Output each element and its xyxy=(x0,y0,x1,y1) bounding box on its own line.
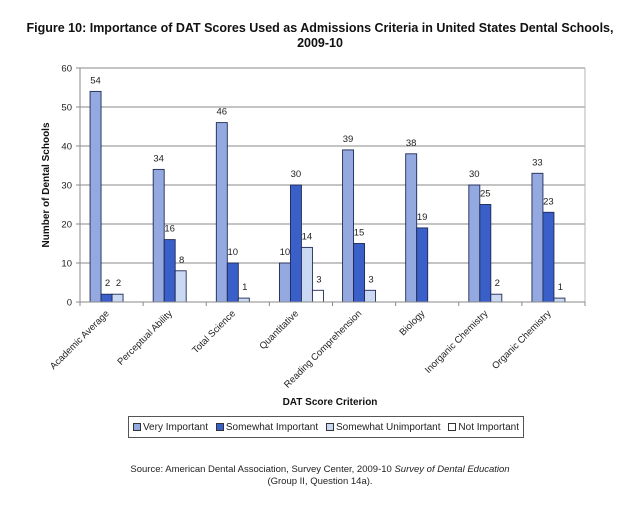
legend-label: Somewhat Important xyxy=(225,421,319,433)
legend-swatch xyxy=(448,423,457,431)
source-prefix: Source: American Dental Association, Sur… xyxy=(130,464,395,475)
bar-somewhat-unimportant xyxy=(364,289,377,303)
bar-somewhat-unimportant xyxy=(553,297,566,303)
bar-somewhat-unimportant xyxy=(300,246,313,303)
data-label: 23 xyxy=(543,196,554,207)
legend-swatch xyxy=(326,423,335,431)
legend-swatch xyxy=(132,423,141,431)
y-tick-label: 20 xyxy=(61,220,72,231)
bar-somewhat-unimportant xyxy=(490,293,503,303)
bar-somewhat-important xyxy=(226,262,239,303)
y-tick-label: 50 xyxy=(61,103,72,114)
legend-label: Somewhat Unimportant xyxy=(336,421,441,433)
data-label: 38 xyxy=(406,138,417,149)
legend-item: Somewhat Unimportant xyxy=(326,422,441,433)
legend-item: Very Important xyxy=(132,421,208,433)
chart-title-line-2: 2009-10 xyxy=(297,36,343,50)
data-label: 10 xyxy=(228,247,239,258)
x-tick-label: Perceptual Ability xyxy=(116,308,175,367)
data-label: 25 xyxy=(480,189,491,200)
data-label: 2 xyxy=(105,278,110,289)
legend-item: Not Important xyxy=(448,422,519,433)
y-axis-title: Number of Dental Schools xyxy=(41,122,52,247)
bar-somewhat-important xyxy=(353,243,366,303)
data-label: 3 xyxy=(316,274,321,285)
bar-somewhat-unimportant xyxy=(111,293,124,303)
data-label: 46 xyxy=(217,107,228,118)
bar-very-important xyxy=(342,149,355,303)
legend: Very Important Somewhat Important Somewhat… xyxy=(128,416,524,438)
chart-title: Figure 10: Importance of DAT Scores Used… xyxy=(20,21,620,51)
x-tick-label: Inorganic Chemistry xyxy=(423,308,491,376)
bar-somewhat-unimportant xyxy=(174,270,187,303)
data-label: 2 xyxy=(495,278,500,289)
bar-somewhat-important xyxy=(163,239,176,303)
legend-label: Not Important xyxy=(458,421,519,433)
source-note: Source: American Dental Association, Sur… xyxy=(40,464,600,488)
x-tick-label: Quantitative xyxy=(257,308,301,352)
bar-somewhat-important xyxy=(479,204,492,303)
legend-item: Somewhat Important xyxy=(215,421,319,433)
bar-very-important xyxy=(278,262,291,303)
data-label: 1 xyxy=(558,282,563,293)
bar-very-important xyxy=(89,90,102,303)
bar-somewhat-unimportant xyxy=(237,297,250,303)
bar-somewhat-important xyxy=(416,227,429,303)
bar-very-important xyxy=(531,172,544,303)
data-label: 34 xyxy=(153,153,164,164)
y-tick-label: 0 xyxy=(67,298,72,309)
bar-not-important xyxy=(311,289,324,303)
source-title: Survey of Dental Education xyxy=(394,464,510,475)
data-label: 30 xyxy=(469,169,480,180)
source-line-2: (Group II, Question 14a). xyxy=(267,476,373,487)
y-tick-label: 60 xyxy=(61,64,72,75)
bar-very-important xyxy=(152,168,165,303)
y-tick-label: 40 xyxy=(61,142,72,153)
legend-label: Very Important xyxy=(142,421,208,433)
data-label: 39 xyxy=(343,134,354,145)
bar-somewhat-important xyxy=(100,293,113,303)
y-tick-label: 10 xyxy=(61,259,72,270)
x-tick-label: Academic Average xyxy=(48,308,112,372)
x-tick-label: Organic Chemistry xyxy=(490,308,554,372)
chart-title-line-1: Figure 10: Importance of DAT Scores Used… xyxy=(26,21,614,35)
data-label: 16 xyxy=(164,224,175,235)
data-label: 33 xyxy=(532,157,543,168)
data-label: 2 xyxy=(116,278,121,289)
data-label: 54 xyxy=(90,75,101,86)
data-label: 3 xyxy=(368,274,373,285)
data-label: 10 xyxy=(280,247,291,258)
bar-very-important xyxy=(215,122,228,303)
data-label: 19 xyxy=(417,212,428,223)
y-tick-label: 30 xyxy=(61,181,72,192)
x-axis-title: DAT Score Criterion xyxy=(283,397,378,408)
legend-swatch xyxy=(215,423,224,431)
bar-somewhat-important xyxy=(542,211,555,303)
data-label: 14 xyxy=(302,231,313,242)
data-label: 1 xyxy=(242,282,247,293)
data-label: 8 xyxy=(179,255,184,266)
x-tick-label: Biology xyxy=(397,308,427,338)
data-label: 15 xyxy=(354,228,365,239)
x-tick-label: Total Science xyxy=(190,308,238,356)
bar-very-important xyxy=(468,184,481,303)
data-label: 30 xyxy=(291,169,302,180)
bar-very-important xyxy=(405,153,418,303)
bar-somewhat-important xyxy=(289,184,302,303)
